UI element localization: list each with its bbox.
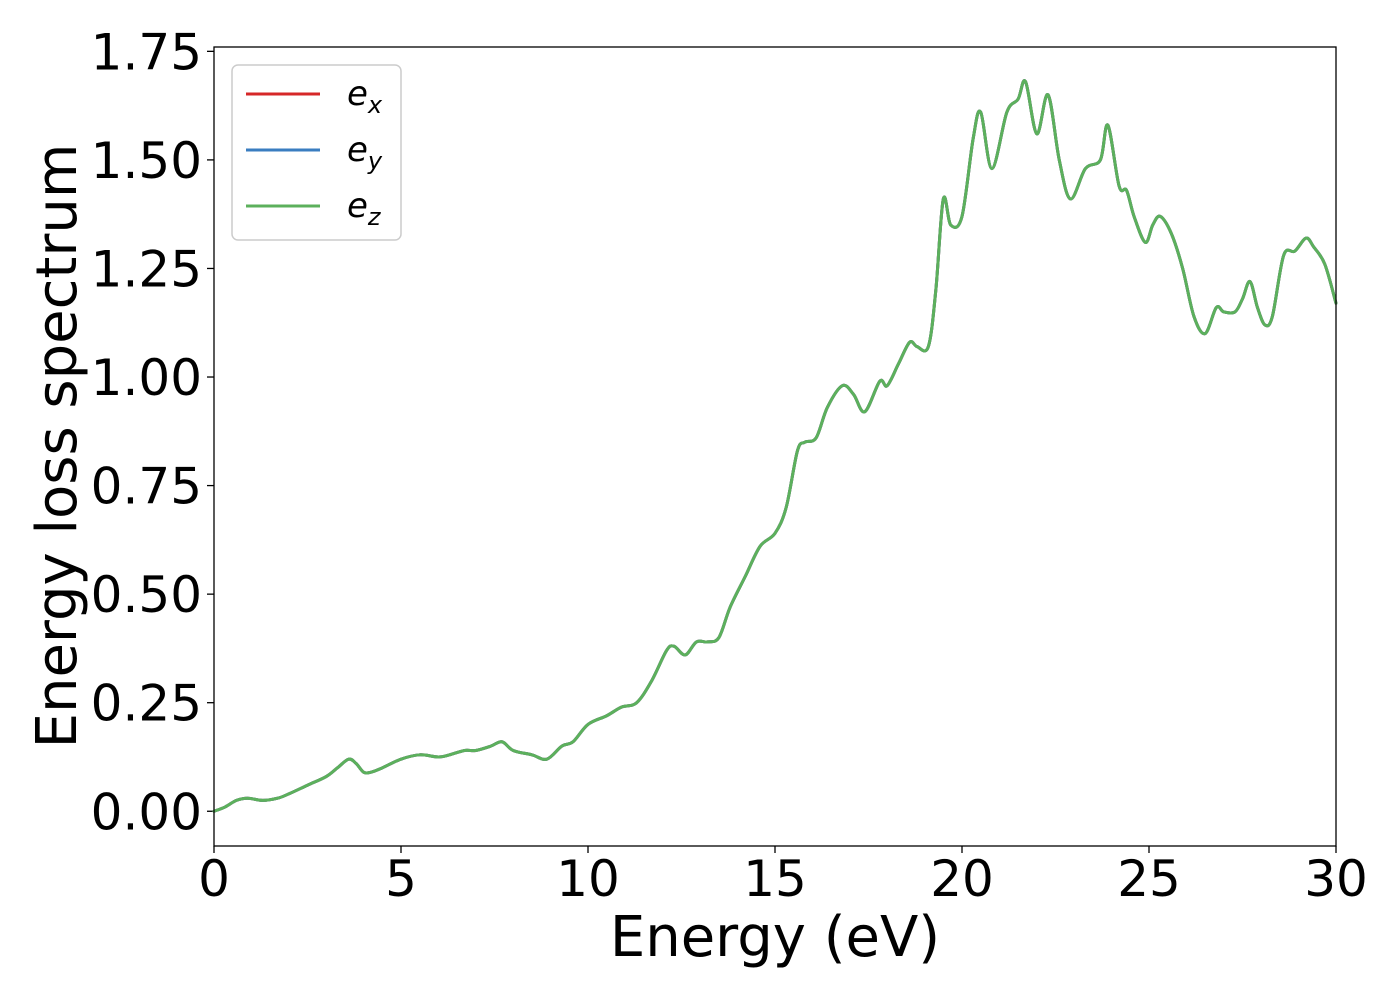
y-tick-label: 0.00 bbox=[91, 783, 202, 841]
x-axis: 0 5 10 15 20 25 30 bbox=[198, 846, 1368, 908]
x-tick-label: 30 bbox=[1304, 850, 1368, 908]
plot-frame bbox=[213, 46, 1337, 847]
y-tick-label: 0.50 bbox=[91, 566, 202, 624]
legend-label-subscript: z bbox=[367, 203, 382, 231]
x-tick-label: 25 bbox=[1117, 850, 1181, 908]
y-tick-label: 1.25 bbox=[91, 240, 202, 298]
legend-label-z: ez bbox=[347, 186, 382, 231]
y-tick-label: 0.25 bbox=[91, 675, 202, 733]
legend-label-base: e bbox=[347, 130, 368, 170]
y-tick-label: 1.50 bbox=[91, 132, 202, 190]
y-tick-label: 1.75 bbox=[91, 23, 202, 81]
legend-label-x: ex bbox=[347, 74, 383, 119]
legend-label-subscript: y bbox=[367, 147, 383, 175]
legend-box bbox=[231, 64, 402, 241]
x-tick-label: 10 bbox=[556, 850, 620, 908]
y-tick-label: 1.00 bbox=[91, 349, 202, 407]
x-tick-label: 15 bbox=[743, 850, 807, 908]
series-lines bbox=[212, 79, 1338, 813]
legend-label-subscript: x bbox=[367, 91, 383, 119]
y-tick-label: 0.75 bbox=[91, 458, 202, 516]
legend-label-base: e bbox=[347, 186, 368, 226]
x-tick-label: 20 bbox=[930, 850, 994, 908]
x-tick-label: 5 bbox=[385, 850, 417, 908]
legend-label-y: ey bbox=[347, 130, 383, 175]
series-line-e-z bbox=[212, 79, 1338, 813]
x-axis-title: Energy (eV) bbox=[610, 905, 940, 970]
x-tick-label: 0 bbox=[198, 850, 230, 908]
legend-label-base: e bbox=[347, 74, 368, 114]
y-axis: 0.00 0.25 0.50 0.75 1.00 1.25 1.50 1.75 bbox=[91, 23, 214, 841]
y-axis-title: Energy loss spectrum bbox=[25, 144, 90, 749]
